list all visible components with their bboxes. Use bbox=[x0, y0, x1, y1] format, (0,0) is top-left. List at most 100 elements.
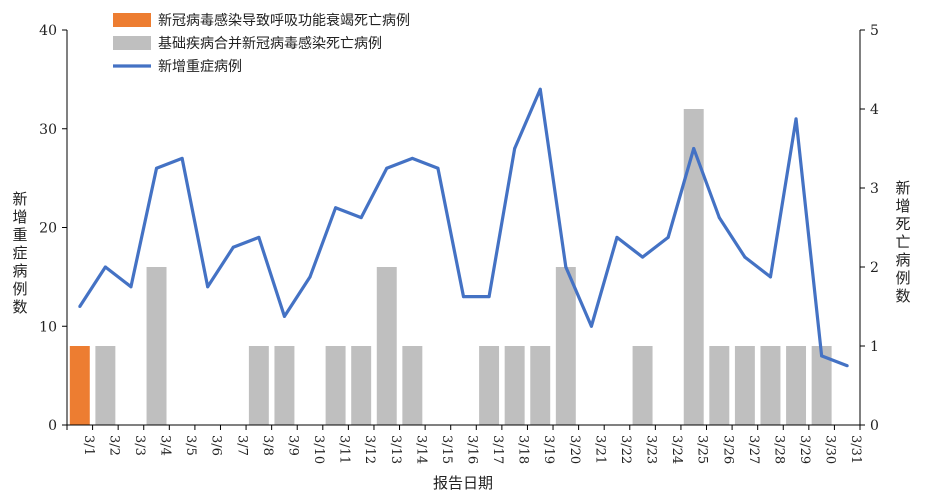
line-point bbox=[78, 305, 82, 308]
line-layer bbox=[78, 87, 849, 368]
x-tick-label: 3/31 bbox=[848, 435, 863, 464]
y-axis-label-char: 例 bbox=[895, 269, 910, 287]
bar bbox=[325, 346, 346, 425]
y-tick-label-left: 40 bbox=[39, 23, 57, 39]
y-axis-label-char: 增 bbox=[12, 208, 27, 226]
line-point bbox=[692, 147, 696, 150]
y-tick-label-right: 1 bbox=[870, 339, 879, 355]
bar bbox=[402, 346, 423, 425]
x-tick-label: 3/1 bbox=[81, 435, 96, 456]
line-point bbox=[410, 156, 414, 160]
legend-label: 基础疾病合并新冠病毒感染死亡病例 bbox=[158, 35, 382, 52]
legend-label: 新增重症病例 bbox=[158, 59, 242, 75]
bar bbox=[504, 346, 525, 425]
x-tick-label: 3/20 bbox=[567, 435, 582, 464]
y-tick-label-right: 2 bbox=[870, 260, 879, 276]
y-tick-label-left: 20 bbox=[39, 221, 57, 237]
y-tick-label-right: 5 bbox=[870, 23, 879, 39]
bar bbox=[811, 346, 832, 425]
x-tick-label: 3/2 bbox=[106, 435, 121, 456]
y-tick-label-left: 30 bbox=[39, 122, 57, 138]
bar bbox=[479, 346, 500, 425]
y-axis-label-char: 新 bbox=[12, 190, 27, 208]
x-tick-label: 3/21 bbox=[592, 435, 607, 464]
x-tick-label: 3/14 bbox=[413, 435, 428, 464]
legend-swatch bbox=[113, 36, 151, 50]
x-tick-label: 3/8 bbox=[260, 435, 275, 456]
y-tick-label-right: 3 bbox=[870, 181, 879, 197]
line-point bbox=[129, 285, 133, 289]
line-point bbox=[257, 235, 261, 239]
legend-swatch bbox=[113, 13, 151, 27]
line-point bbox=[538, 87, 542, 91]
line-point bbox=[385, 166, 389, 170]
x-tick-label: 3/3 bbox=[132, 435, 147, 456]
line-point bbox=[231, 245, 235, 249]
y-axis-label-char: 病 bbox=[12, 262, 27, 280]
x-tick-label: 3/25 bbox=[695, 435, 710, 464]
line-point bbox=[513, 147, 517, 150]
line-point bbox=[462, 295, 465, 299]
line-point bbox=[717, 216, 721, 220]
line-point bbox=[794, 117, 798, 121]
line-point bbox=[359, 216, 363, 220]
bar bbox=[69, 346, 90, 425]
line-point bbox=[743, 255, 747, 259]
x-tick-label: 3/10 bbox=[311, 435, 326, 464]
x-tick-label: 3/6 bbox=[209, 435, 224, 456]
axes-layer: 0 10 20 30 40 0 1 2 3 4 5 3/1 3/2 3/3 3/4 3/5 3/6 3/7 3/8 3… bbox=[39, 23, 879, 464]
x-tick-label: 3/16 bbox=[465, 435, 480, 464]
y-axis-label-char: 死 bbox=[895, 215, 910, 233]
bar bbox=[530, 346, 551, 425]
y-tick-label-right: 0 bbox=[870, 418, 879, 434]
bar bbox=[95, 346, 116, 425]
line-point bbox=[206, 285, 210, 289]
line-point bbox=[436, 166, 440, 170]
y-tick-label-left: 0 bbox=[48, 418, 57, 434]
x-tick-label: 3/12 bbox=[362, 435, 377, 464]
bar bbox=[734, 346, 755, 425]
x-tick-label: 3/13 bbox=[388, 435, 403, 464]
x-tick-label: 3/27 bbox=[746, 435, 761, 464]
line-point bbox=[564, 265, 568, 269]
y-axis-label-char: 数 bbox=[895, 287, 910, 305]
y-axis-label-char: 增 bbox=[895, 197, 910, 215]
line-point bbox=[641, 255, 645, 259]
x-tick-label: 3/5 bbox=[183, 435, 198, 456]
line-point bbox=[589, 324, 593, 328]
y-axis-label-char: 亡 bbox=[895, 233, 910, 251]
bar bbox=[786, 346, 807, 425]
bar bbox=[146, 267, 167, 425]
bar bbox=[632, 346, 653, 425]
x-axis-label: 报告日期 bbox=[433, 474, 493, 492]
y-axis-label-char: 症 bbox=[12, 244, 27, 262]
y-tick-label-left: 10 bbox=[39, 319, 57, 335]
x-tick-label: 3/30 bbox=[823, 435, 838, 464]
bar bbox=[683, 109, 704, 425]
line-point bbox=[155, 166, 159, 170]
y-axis-label-char: 数 bbox=[12, 298, 27, 316]
line-point bbox=[334, 206, 338, 210]
legend-label: 新冠病毒感染导致呼吸功能衰竭死亡病例 bbox=[158, 12, 410, 29]
line-point bbox=[666, 235, 670, 239]
y-axis-label-char: 新 bbox=[895, 179, 910, 197]
bar bbox=[555, 267, 576, 425]
bars-layer bbox=[69, 109, 832, 425]
line-point bbox=[308, 275, 312, 279]
line-point bbox=[615, 235, 619, 239]
y-axis-label-char: 重 bbox=[12, 226, 27, 244]
x-tick-label: 3/18 bbox=[516, 435, 531, 464]
x-tick-label: 3/19 bbox=[541, 435, 556, 464]
bar bbox=[274, 346, 295, 425]
line-point bbox=[487, 295, 491, 299]
x-tick-label: 3/22 bbox=[618, 435, 633, 464]
y-axis-label-char: 病 bbox=[895, 251, 910, 269]
y-tick-label-right: 4 bbox=[870, 102, 879, 118]
line-point bbox=[820, 354, 824, 358]
bar bbox=[760, 346, 781, 425]
bar bbox=[709, 346, 730, 425]
x-tick-label: 3/24 bbox=[669, 435, 684, 464]
line-point bbox=[180, 156, 184, 160]
